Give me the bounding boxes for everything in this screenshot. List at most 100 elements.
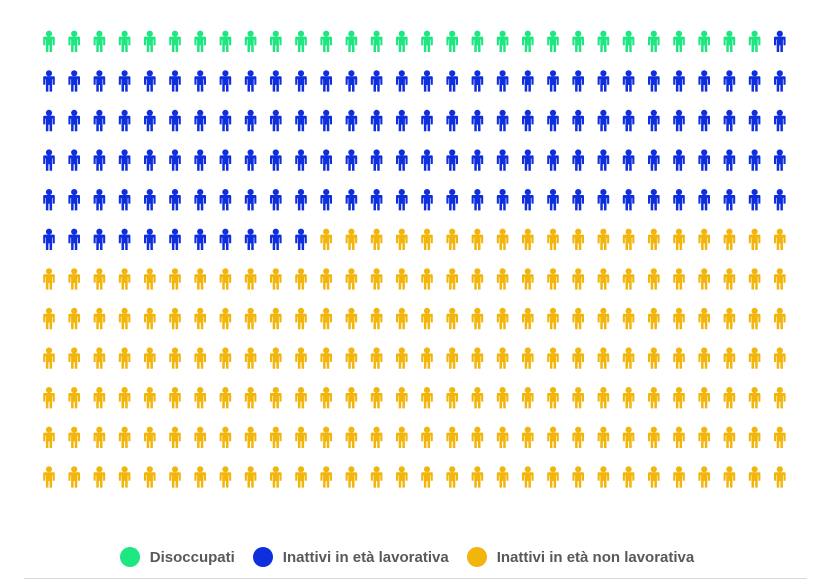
person-icon-inattivi-eta-lavorativa	[169, 149, 181, 171]
person-icon-inattivi-eta-non-lavorativa	[471, 387, 484, 409]
legend-label-inattivi-eta-lavorativa: Inattivi in età lavorativa	[282, 548, 449, 566]
person-icon-inattivi-eta-non-lavorativa	[723, 228, 736, 250]
person-icon-inattivi-eta-non-lavorativa	[648, 268, 660, 290]
person-icon-inattivi-eta-lavorativa	[446, 149, 458, 171]
person-icon-inattivi-eta-lavorativa	[320, 70, 332, 92]
person-icon-inattivi-eta-non-lavorativa	[572, 387, 584, 409]
person-icon-inattivi-eta-non-lavorativa	[295, 307, 307, 330]
person-icon-inattivi-eta-non-lavorativa	[68, 426, 80, 448]
person-icon-inattivi-eta-lavorativa	[43, 109, 55, 132]
person-icon-disoccupati	[622, 30, 635, 52]
person-icon-inattivi-eta-lavorativa	[244, 228, 257, 250]
person-icon-inattivi-eta-lavorativa	[370, 70, 383, 92]
person-icon-disoccupati	[396, 30, 408, 52]
person-icon-inattivi-eta-lavorativa	[698, 189, 710, 211]
person-icon-inattivi-eta-lavorativa	[144, 149, 156, 171]
bottom-divider	[24, 578, 807, 579]
person-icon-inattivi-eta-non-lavorativa	[522, 466, 534, 488]
person-icon-inattivi-eta-non-lavorativa	[68, 307, 80, 330]
person-icon-inattivi-eta-lavorativa	[396, 109, 408, 132]
person-icon-inattivi-eta-non-lavorativa	[270, 307, 282, 330]
person-icon-inattivi-eta-non-lavorativa	[68, 347, 80, 369]
person-icon-inattivi-eta-non-lavorativa	[597, 307, 610, 330]
person-icon-inattivi-eta-lavorativa	[673, 70, 685, 92]
person-icon-inattivi-eta-non-lavorativa	[320, 426, 332, 448]
person-icon-inattivi-eta-non-lavorativa	[572, 307, 584, 330]
person-icon-inattivi-eta-non-lavorativa	[723, 268, 736, 290]
person-icon-inattivi-eta-lavorativa	[43, 70, 55, 92]
person-icon-inattivi-eta-non-lavorativa	[244, 268, 257, 290]
person-icon-inattivi-eta-lavorativa	[522, 149, 534, 171]
person-icon-inattivi-eta-lavorativa	[547, 70, 559, 92]
person-icon-inattivi-eta-non-lavorativa	[93, 347, 106, 369]
person-icon-inattivi-eta-lavorativa	[194, 149, 206, 171]
person-icon-inattivi-eta-lavorativa	[496, 189, 509, 211]
person-icon-inattivi-eta-lavorativa	[295, 109, 307, 132]
person-icon-inattivi-eta-lavorativa	[673, 109, 685, 132]
person-icon-inattivi-eta-lavorativa	[496, 149, 509, 171]
person-icon-inattivi-eta-lavorativa	[345, 109, 358, 132]
person-icon-inattivi-eta-lavorativa	[597, 149, 610, 171]
person-icon-inattivi-eta-lavorativa	[748, 70, 761, 92]
legend-label-disoccupati: Disoccupati	[149, 548, 235, 566]
person-icon-disoccupati	[597, 30, 610, 52]
person-icon-inattivi-eta-non-lavorativa	[93, 268, 106, 290]
person-icon-inattivi-eta-non-lavorativa	[244, 307, 257, 330]
person-icon-inattivi-eta-non-lavorativa	[471, 347, 484, 369]
person-icon-inattivi-eta-non-lavorativa	[219, 387, 232, 409]
person-icon-inattivi-eta-lavorativa	[169, 70, 181, 92]
legend: Disoccupati Inattivi in età lavorativa I…	[0, 543, 814, 571]
person-icon-inattivi-eta-non-lavorativa	[522, 228, 534, 250]
person-icon-inattivi-eta-non-lavorativa	[471, 228, 484, 250]
person-icon-inattivi-eta-non-lavorativa	[421, 307, 433, 330]
person-icon-inattivi-eta-non-lavorativa	[597, 426, 610, 448]
person-icon-disoccupati	[673, 30, 685, 52]
person-icon-inattivi-eta-non-lavorativa	[219, 466, 232, 488]
person-icon-inattivi-eta-non-lavorativa	[421, 466, 433, 488]
person-icon-inattivi-eta-lavorativa	[572, 109, 584, 132]
person-icon-disoccupati	[698, 30, 710, 52]
person-icon-inattivi-eta-non-lavorativa	[648, 466, 660, 488]
person-icon-inattivi-eta-lavorativa	[648, 149, 660, 171]
person-icon-inattivi-eta-lavorativa	[522, 109, 534, 132]
person-icon-inattivi-eta-non-lavorativa	[774, 268, 786, 290]
person-icon-inattivi-eta-non-lavorativa	[194, 307, 206, 330]
person-icon-inattivi-eta-non-lavorativa	[295, 268, 307, 290]
person-icon-inattivi-eta-non-lavorativa	[648, 426, 660, 448]
person-icon-inattivi-eta-non-lavorativa	[547, 426, 559, 448]
person-icon-inattivi-eta-non-lavorativa	[673, 387, 685, 409]
person-icon-inattivi-eta-lavorativa	[648, 109, 660, 132]
person-icon-inattivi-eta-lavorativa	[370, 149, 383, 171]
person-icon-inattivi-eta-lavorativa	[43, 189, 55, 211]
person-icon-inattivi-eta-non-lavorativa	[144, 387, 156, 409]
person-icon-disoccupati	[219, 30, 232, 52]
person-icon-inattivi-eta-non-lavorativa	[748, 387, 761, 409]
person-icon-disoccupati	[144, 30, 156, 52]
person-icon-inattivi-eta-lavorativa	[43, 228, 55, 250]
person-icon-inattivi-eta-non-lavorativa	[496, 307, 509, 330]
person-icon-inattivi-eta-lavorativa	[774, 109, 786, 132]
person-icon-inattivi-eta-lavorativa	[723, 189, 736, 211]
person-icon-inattivi-eta-non-lavorativa	[370, 307, 383, 330]
person-icon-inattivi-eta-non-lavorativa	[496, 466, 509, 488]
person-icon-inattivi-eta-lavorativa	[421, 109, 433, 132]
person-icon-inattivi-eta-non-lavorativa	[320, 307, 332, 330]
person-icon-inattivi-eta-non-lavorativa	[118, 387, 131, 409]
person-icon-disoccupati	[471, 30, 484, 52]
person-icon-inattivi-eta-lavorativa	[270, 149, 282, 171]
person-icon-inattivi-eta-lavorativa	[622, 189, 635, 211]
person-icon-inattivi-eta-non-lavorativa	[421, 228, 433, 250]
person-icon-inattivi-eta-non-lavorativa	[68, 466, 80, 488]
person-icon-disoccupati	[648, 30, 660, 52]
person-icon-inattivi-eta-non-lavorativa	[396, 268, 408, 290]
person-icon-inattivi-eta-non-lavorativa	[370, 347, 383, 369]
person-icon-inattivi-eta-lavorativa	[93, 228, 106, 250]
person-icon-inattivi-eta-lavorativa	[723, 70, 736, 92]
person-icon-inattivi-eta-non-lavorativa	[774, 347, 786, 369]
person-icon-inattivi-eta-non-lavorativa	[244, 347, 257, 369]
person-icon-inattivi-eta-lavorativa	[597, 109, 610, 132]
person-icon-inattivi-eta-lavorativa	[471, 109, 484, 132]
person-icon-inattivi-eta-non-lavorativa	[169, 268, 181, 290]
person-icon-inattivi-eta-non-lavorativa	[622, 307, 635, 330]
person-icon-inattivi-eta-non-lavorativa	[597, 466, 610, 488]
